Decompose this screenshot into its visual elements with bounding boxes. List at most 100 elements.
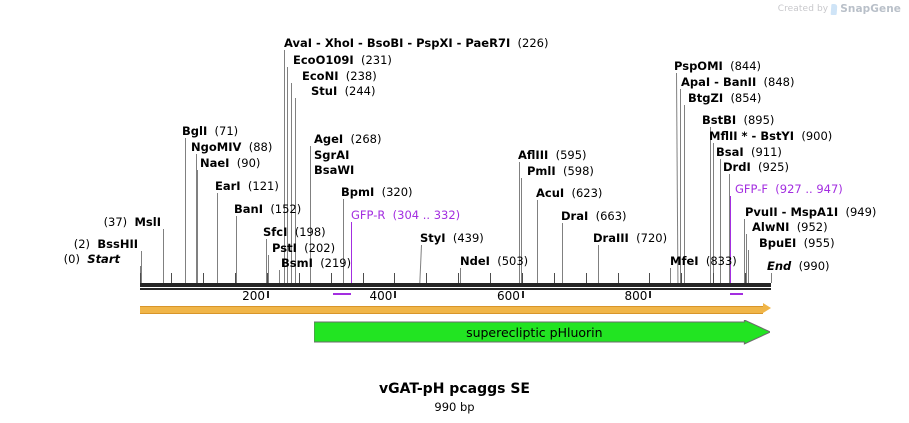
sequence-length: 990 bp xyxy=(434,400,475,414)
enzyme-label-bpmi[interactable]: BpmI (320) xyxy=(341,185,413,199)
ruler-minor-tick xyxy=(490,273,492,283)
enzyme-label-draiii[interactable]: DraIII (720) xyxy=(593,231,668,245)
enzyme-label-ecoo109i[interactable]: EcoO109I (231) xyxy=(293,53,392,67)
enzyme-label-apai[interactable]: ApaI - BanII (848) xyxy=(681,75,795,89)
enzyme-label-sfci[interactable]: SfcI (198) xyxy=(263,225,326,239)
leader-line-end xyxy=(770,273,772,283)
enzyme-label-afliii[interactable]: AflIII (595) xyxy=(518,148,587,162)
leader-line-alwni xyxy=(746,234,748,283)
ruler-minor-tick xyxy=(394,273,396,283)
enzyme-label-drai[interactable]: DraI (663) xyxy=(561,209,627,223)
leader-line-sfci xyxy=(265,239,267,283)
leader-line-draiii xyxy=(598,245,600,283)
ruler-minor-tick xyxy=(585,273,587,283)
leader-line-drdi xyxy=(729,174,731,283)
leader-line-bpuei xyxy=(748,250,750,283)
leader-line-gfp-f xyxy=(730,196,732,283)
primer-bracket-gfp-r xyxy=(333,293,352,295)
feature-backbone-arrowhead-icon xyxy=(762,303,771,313)
leader-line-gfp-r xyxy=(351,222,353,283)
enzyme-label-bani[interactable]: BanI (152) xyxy=(234,202,302,216)
feature-backbone-arrow[interactable] xyxy=(139,306,763,314)
ruler-minor-tick xyxy=(235,273,237,283)
enzyme-label-naei[interactable]: NaeI (90) xyxy=(200,156,261,170)
ruler-minor-tick xyxy=(553,273,555,283)
enzyme-label-ndei[interactable]: NdeI (503) xyxy=(460,254,529,268)
enzyme-label-bglI[interactable]: BglI (71) xyxy=(182,124,239,138)
enzyme-label-styi[interactable]: StyI (439) xyxy=(420,231,484,245)
ruler-tick-600 xyxy=(521,291,524,298)
sequence-backbone xyxy=(139,283,771,287)
ruler-minor-tick xyxy=(745,273,746,283)
enzyme-label-bsai[interactable]: BsaI (911) xyxy=(716,145,782,159)
leader-line-psti xyxy=(268,255,270,283)
ruler-tick-400 xyxy=(394,291,397,298)
enzyme-label-bsshii[interactable]: (2) BssHII xyxy=(73,237,138,251)
enzyme-label-alwni[interactable]: AlwNI (952) xyxy=(752,220,828,234)
enzyme-label-sgrai[interactable]: SgrAI xyxy=(314,148,350,162)
leader-line-pmli xyxy=(520,178,522,283)
enzyme-label-ngomiv[interactable]: NgoMIV (88) xyxy=(191,140,273,154)
enzyme-label-bpuei[interactable]: BpuEI (955) xyxy=(759,236,835,250)
ruler-label-200: 200 xyxy=(242,289,265,303)
watermark-brand: SnapGene xyxy=(840,3,901,15)
enzyme-label-drdi[interactable]: DrdI (925) xyxy=(723,160,789,174)
ruler-minor-tick xyxy=(298,273,300,283)
ruler-tick-800 xyxy=(649,291,652,298)
enzyme-label-gfp-r[interactable]: GFP-R (304 .. 332) xyxy=(351,208,461,222)
leader-line-pvuii xyxy=(744,219,746,283)
enzyme-label-acui[interactable]: AcuI (623) xyxy=(536,186,603,200)
ruler-minor-tick xyxy=(171,273,173,283)
leader-line-econi xyxy=(291,83,293,283)
ruler-minor-tick xyxy=(458,273,460,283)
leader-line-btgzi xyxy=(683,105,685,283)
leader-line-bani xyxy=(236,216,238,283)
enzyme-label-agei[interactable]: AgeI (268) xyxy=(314,132,382,146)
leader-line-avai xyxy=(283,50,285,283)
enzyme-label-start[interactable]: (0) Start xyxy=(63,252,120,266)
ruler-tick-200 xyxy=(266,291,269,298)
enzyme-label-psti[interactable]: PstI (202) xyxy=(272,241,336,255)
page-title: vGAT-pH pcaggs SE xyxy=(379,381,530,397)
enzyme-label-bsmi[interactable]: BsmI (219) xyxy=(281,256,352,270)
enzyme-label-avai[interactable]: AvaI - XhoI - BsoBI - PspXI - PaeR7I (22… xyxy=(284,36,549,50)
enzyme-label-btgzi[interactable]: BtgZI (854) xyxy=(688,91,762,105)
leader-line-bstbi xyxy=(709,127,711,283)
leader-line-mslI xyxy=(163,229,165,283)
enzyme-label-pmli[interactable]: PmlI (598) xyxy=(527,164,594,178)
leader-line-styi xyxy=(419,245,422,284)
primer-bracket-gfp-f xyxy=(730,293,744,295)
enzyme-label-pspomi[interactable]: PspOMI (844) xyxy=(674,59,762,73)
enzyme-label-gfp-f[interactable]: GFP-F (927 .. 947) xyxy=(735,182,843,196)
feature-cds-superecliptic-phluorin[interactable] xyxy=(313,319,772,345)
ruler-label-600: 600 xyxy=(497,289,520,303)
cds-arrow-shape xyxy=(313,319,772,345)
leader-line-eari xyxy=(216,193,218,283)
leader-line-naei xyxy=(196,170,198,283)
leader-line-bpmi xyxy=(343,199,345,283)
snapgene-watermark: Created by SnapGene xyxy=(778,3,901,15)
enzyme-label-end[interactable]: End (990) xyxy=(767,259,830,273)
enzyme-label-pvuii[interactable]: PvuII - MspA1I (949) xyxy=(745,205,877,219)
ruler-minor-tick xyxy=(649,273,651,283)
enzyme-label-stui[interactable]: StuI (244) xyxy=(311,84,376,98)
leader-line-mfei xyxy=(670,268,672,283)
enzyme-label-bsawi[interactable]: BsaWI xyxy=(314,163,355,177)
ruler-label-400: 400 xyxy=(369,289,393,303)
enzyme-label-bstbi[interactable]: BstBI (895) xyxy=(702,113,775,127)
leader-line-agei xyxy=(310,146,312,283)
enzyme-label-eari[interactable]: EarI (121) xyxy=(215,179,279,193)
enzyme-label-econi[interactable]: EcoNI (238) xyxy=(302,69,377,83)
leader-line-ecoo109i xyxy=(286,67,288,283)
ruler-minor-tick xyxy=(266,273,268,283)
ruler-minor-tick xyxy=(521,273,523,283)
enzyme-label-mflii[interactable]: MflII * - BstYI (900) xyxy=(709,129,833,143)
leader-line-bsshii xyxy=(140,251,142,283)
enzyme-label-mfei[interactable]: MfeI (833) xyxy=(670,254,737,268)
ruler-minor-tick xyxy=(362,273,364,283)
enzyme-label-mslI[interactable]: (37) MslI xyxy=(103,215,161,229)
leader-line-apai xyxy=(679,89,681,283)
ruler-minor-tick xyxy=(681,273,683,283)
leader-line-ngomiv xyxy=(195,154,197,283)
